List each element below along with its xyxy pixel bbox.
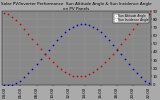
Point [71,75,74,76]
Point [107,57,110,58]
Point [39,48,42,50]
Point [148,82,150,84]
Point [132,68,134,70]
Point [31,68,34,70]
Point [148,14,150,15]
Point [75,24,78,26]
Point [3,12,6,14]
Point [120,54,122,55]
Point [67,28,70,30]
Point [55,65,58,67]
Title: Solar PV/Inverter Performance  Sun Altitude Angle & Sun Incidence Angle on PV Pa: Solar PV/Inverter Performance Sun Altitu… [1,2,152,11]
Point [132,28,134,30]
Point [59,35,62,36]
Point [99,32,102,33]
Point [3,84,6,85]
Point [83,23,86,25]
Point [140,76,142,78]
Point [43,53,46,54]
Point [116,48,118,50]
Point [116,49,118,50]
Point [144,16,146,18]
Point [23,28,26,30]
Point [31,38,34,40]
Point [128,33,130,35]
Point [35,43,38,45]
Point [43,54,46,55]
Point [79,23,82,25]
Point [7,84,10,85]
Point [124,58,126,60]
Point [51,61,54,62]
Point [120,43,122,45]
Point [15,82,18,84]
Point [91,26,94,28]
Point [112,44,114,45]
Point [63,32,66,33]
Point [112,53,114,54]
Point [103,35,106,36]
Point [83,75,86,76]
Point [47,57,50,58]
Point [95,28,98,30]
Point [136,23,138,25]
Point [7,14,10,15]
Point [128,63,130,65]
Point [67,73,70,75]
Point [27,72,30,74]
Point [59,68,62,70]
Legend: Sun Altitude Angle, Sun Incidence Angle: Sun Altitude Angle, Sun Incidence Angle [113,13,149,23]
Point [35,63,38,65]
Point [99,65,102,67]
Point [11,84,14,85]
Point [39,58,42,60]
Point [95,68,98,70]
Point [136,72,138,74]
Point [71,26,74,28]
Point [91,71,94,72]
Point [19,80,22,81]
Point [51,44,54,45]
Point [144,80,146,81]
Point [124,38,126,40]
Point [103,61,106,62]
Point [55,39,58,40]
Point [63,71,66,72]
Point [87,24,90,26]
Point [107,39,110,40]
Point [15,19,18,21]
Point [27,33,30,35]
Point [75,76,78,77]
Point [47,49,50,50]
Point [23,76,26,78]
Point [79,76,82,77]
Point [140,19,142,21]
Point [11,16,14,18]
Point [19,23,22,25]
Point [87,73,90,75]
